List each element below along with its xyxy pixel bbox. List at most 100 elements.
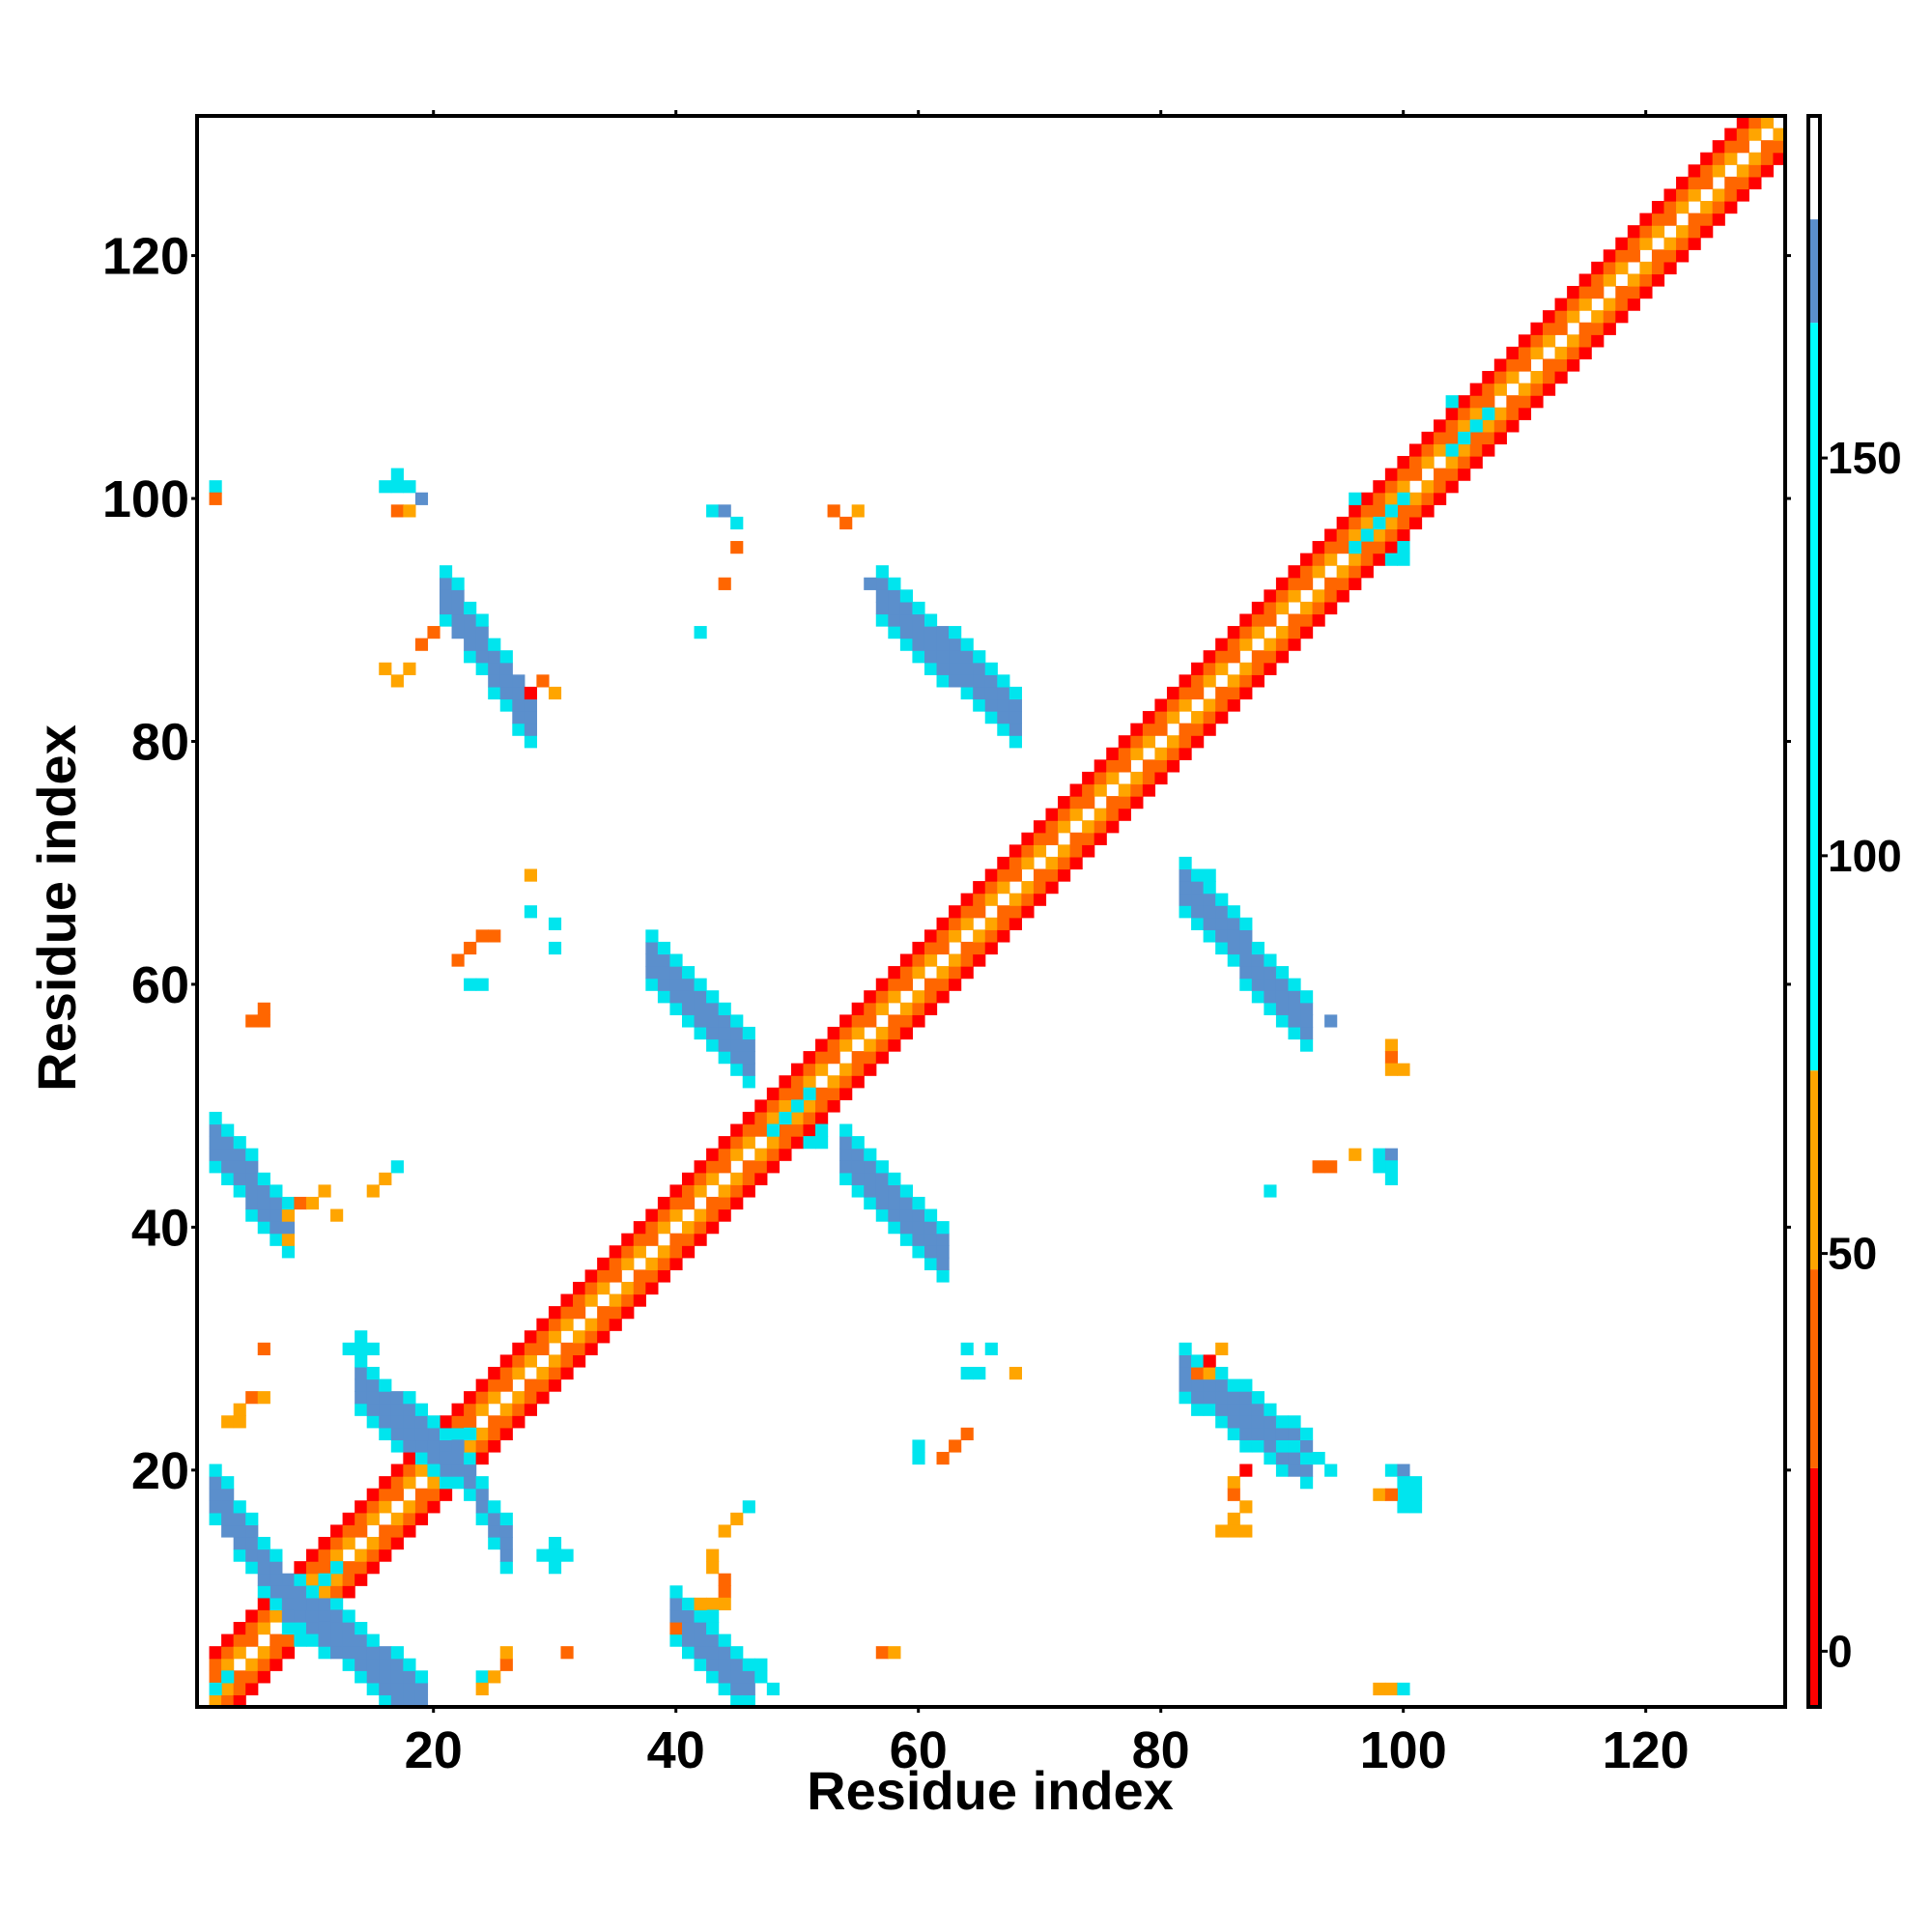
heatmap-cell xyxy=(839,1063,853,1076)
heatmap-cell xyxy=(1543,334,1556,348)
heatmap-cell xyxy=(233,1670,246,1684)
heatmap-cell xyxy=(912,1014,925,1028)
heatmap-cell xyxy=(305,1196,320,1210)
heatmap-cell xyxy=(1493,358,1507,372)
heatmap-cell xyxy=(1009,905,1022,919)
heatmap-cell xyxy=(1058,820,1071,834)
heatmap-cell xyxy=(1736,140,1749,154)
heatmap-cell xyxy=(754,1148,768,1161)
heatmap-cell xyxy=(1627,237,1641,250)
heatmap-cell xyxy=(1445,431,1459,445)
heatmap-cell xyxy=(1688,188,1701,202)
heatmap-cell xyxy=(1349,516,1362,530)
heatmap-cell xyxy=(633,1233,646,1246)
heatmap-cell xyxy=(281,1646,295,1660)
heatmap-cell xyxy=(1203,1354,1216,1368)
heatmap-cell xyxy=(912,1451,925,1465)
heatmap-cell xyxy=(1288,1026,1301,1040)
heatmap-cell xyxy=(960,638,974,651)
heatmap-cell xyxy=(1736,128,1749,141)
heatmap-cell xyxy=(681,1184,696,1198)
heatmap-cell xyxy=(499,1403,513,1416)
heatmap-cell xyxy=(960,686,974,700)
heatmap-cell xyxy=(257,1208,270,1222)
heatmap-cell xyxy=(645,1281,659,1295)
heatmap-cell xyxy=(899,1026,914,1040)
heatmap-cell xyxy=(645,966,659,980)
heatmap-cell xyxy=(923,1257,938,1270)
heatmap-cell xyxy=(1736,116,1749,129)
heatmap-cell xyxy=(1142,783,1156,797)
heatmap-cell xyxy=(233,1512,246,1526)
heatmap-cell xyxy=(414,638,429,651)
heatmap-cell xyxy=(936,650,950,664)
heatmap-cell xyxy=(633,1293,646,1307)
heatmap-cell xyxy=(923,941,938,955)
heatmap-cell xyxy=(294,1621,307,1635)
heatmap-cell xyxy=(875,589,889,603)
heatmap-cell xyxy=(706,1646,720,1660)
heatmap-cell xyxy=(548,1548,562,1562)
heatmap-cell xyxy=(1373,541,1386,554)
heatmap-cell xyxy=(1397,1476,1410,1490)
heatmap-cell xyxy=(414,1403,429,1416)
heatmap-cell xyxy=(439,1415,453,1429)
heatmap-cell xyxy=(718,1597,731,1611)
heatmap-cell xyxy=(839,1087,853,1100)
heatmap-cell xyxy=(888,990,901,1004)
heatmap-cell xyxy=(1663,249,1677,263)
heatmap-cell xyxy=(488,929,501,943)
heatmap-cell xyxy=(730,541,744,554)
heatmap-cell xyxy=(899,1014,914,1028)
heatmap-cell xyxy=(1458,431,1471,445)
heatmap-cell xyxy=(330,1597,344,1611)
heatmap-cell xyxy=(403,1476,416,1490)
heatmap-cell xyxy=(1130,735,1144,749)
heatmap-cell xyxy=(512,686,526,700)
heatmap-cell xyxy=(1324,528,1338,542)
heatmap-cell xyxy=(1349,504,1362,518)
heatmap-cell xyxy=(875,601,889,615)
heatmap-cell xyxy=(221,1415,235,1429)
heatmap-cell xyxy=(839,516,853,530)
heatmap-cell xyxy=(718,1026,731,1040)
heatmap-cell xyxy=(1615,261,1629,275)
heatmap-cell xyxy=(730,1172,744,1185)
heatmap-cell xyxy=(414,1451,429,1465)
heatmap-cell xyxy=(1069,808,1083,821)
heatmap-cell xyxy=(1384,480,1399,494)
heatmap-cell xyxy=(257,1646,270,1660)
heatmap-cell xyxy=(997,698,1010,712)
heatmap-cell xyxy=(1543,358,1556,372)
heatmap-cell xyxy=(912,1221,925,1235)
heatmap-cell xyxy=(439,1451,453,1465)
heatmap-cell xyxy=(233,1646,246,1660)
heatmap-cell xyxy=(973,1366,986,1380)
heatmap-cell xyxy=(1360,516,1374,530)
heatmap-cell xyxy=(1239,953,1253,967)
heatmap-cell xyxy=(379,1646,392,1660)
heatmap-cell xyxy=(318,1621,331,1635)
heatmap-cell xyxy=(815,1123,829,1137)
heatmap-cell xyxy=(439,1488,453,1501)
heatmap-cell xyxy=(718,1196,731,1210)
heatmap-cell xyxy=(1094,783,1107,797)
heatmap-cell xyxy=(1275,1439,1290,1453)
heatmap-cell xyxy=(730,1123,744,1137)
heatmap-cell xyxy=(573,1306,586,1320)
heatmap-cell xyxy=(1215,929,1229,943)
heatmap-cell xyxy=(318,1646,331,1660)
heatmap-cell xyxy=(718,1184,731,1198)
heatmap-cell xyxy=(718,1670,731,1684)
heatmap-cell xyxy=(379,1524,392,1538)
heatmap-cell xyxy=(1615,286,1629,299)
heatmap-cell xyxy=(1408,443,1423,457)
heatmap-cell xyxy=(1773,152,1786,165)
heatmap-cell xyxy=(1227,1524,1240,1538)
heatmap-cell xyxy=(1288,589,1301,603)
heatmap-cell xyxy=(221,1148,235,1161)
heatmap-cell xyxy=(984,1342,998,1355)
heatmap-cell xyxy=(536,1342,550,1355)
heatmap-cell xyxy=(1069,856,1083,870)
heatmap-cell xyxy=(1264,953,1277,967)
